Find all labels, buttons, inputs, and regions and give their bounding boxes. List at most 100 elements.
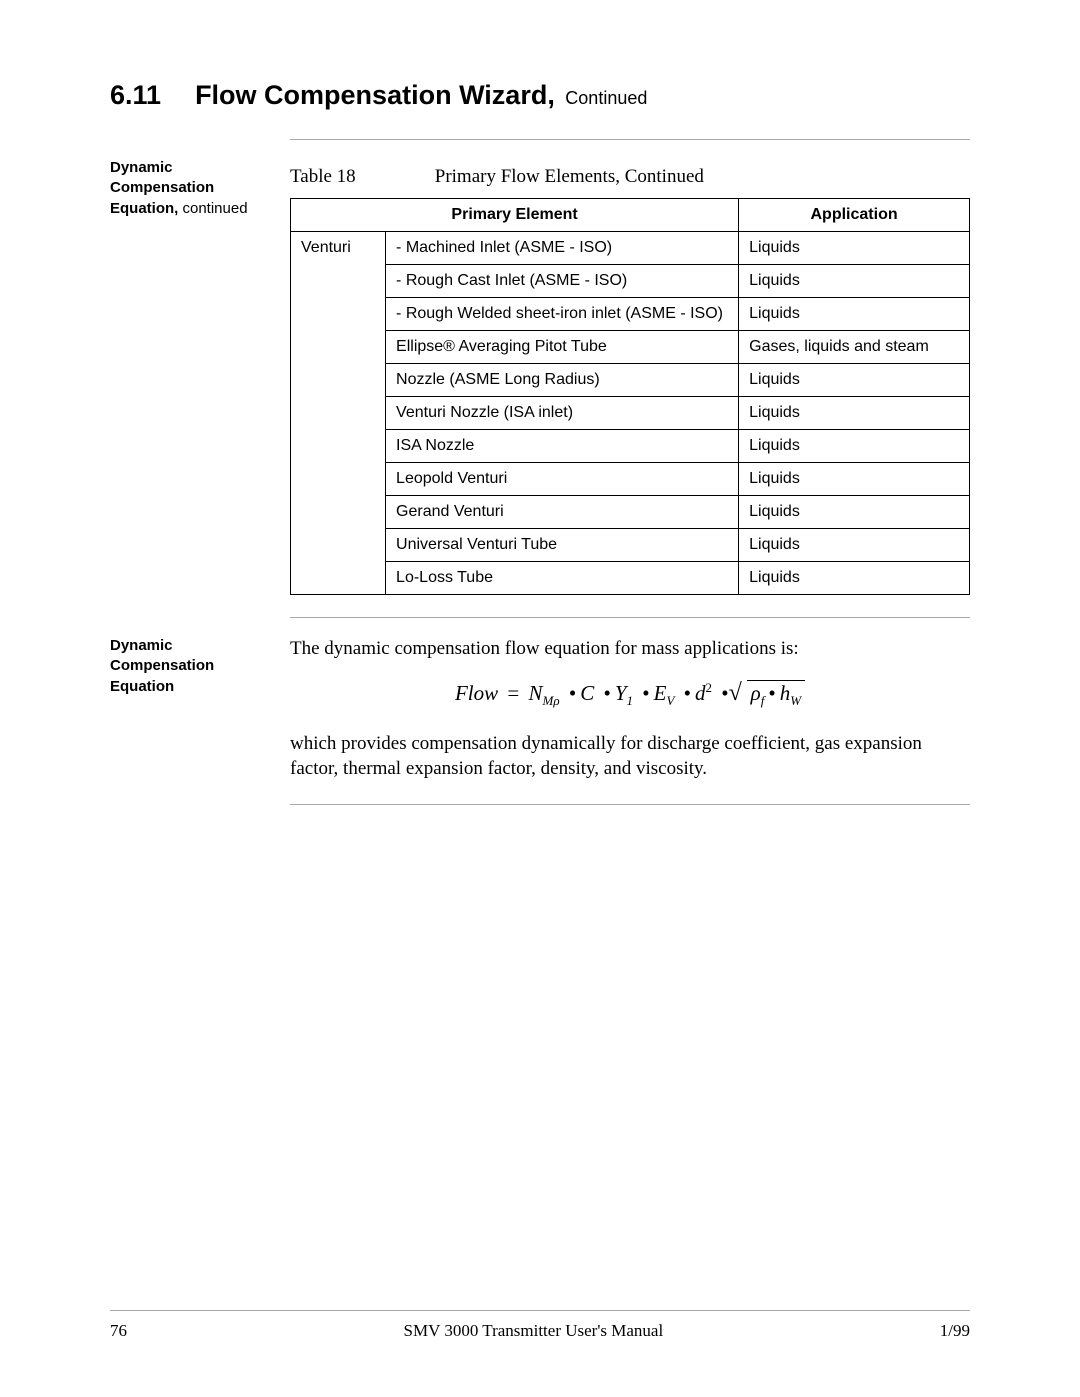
table-cell: Liquids <box>739 265 970 298</box>
eq-term: ρ <box>751 681 761 705</box>
table-header: Primary Element <box>291 199 739 232</box>
table-cell <box>291 430 386 463</box>
table-header: Application <box>739 199 970 232</box>
table-cell: Gases, liquids and steam <box>739 331 970 364</box>
table-row: Ellipse® Averaging Pitot Tube Gases, liq… <box>291 331 970 364</box>
footer-manual-title: SMV 3000 Transmitter User's Manual <box>404 1321 664 1341</box>
section-continued: Continued <box>565 88 647 108</box>
equation-outro: which provides compensation dynamically … <box>290 731 970 782</box>
equation-intro: The dynamic compensation flow equation f… <box>290 636 970 662</box>
eq-sup: 2 <box>706 680 713 695</box>
table-row: Lo-Loss Tube Liquids <box>291 562 970 595</box>
sqrt-icon: √ <box>729 680 742 707</box>
table-row: Gerand Venturi Liquids <box>291 496 970 529</box>
sidebar-line: Dynamic <box>110 637 173 654</box>
sidebar-line: Equation, <box>110 200 178 217</box>
eq-sub: 1 <box>627 693 634 708</box>
table-caption: Table 18 Primary Flow Elements, Continue… <box>290 166 970 188</box>
eq-sub: V <box>666 693 674 708</box>
eq-term: h <box>780 681 791 705</box>
table-cell: Liquids <box>739 232 970 265</box>
table-area: Table 18 Primary Flow Elements, Continue… <box>290 158 970 595</box>
table-cell: Liquids <box>739 529 970 562</box>
table-title: Primary Flow Elements, Continued <box>435 166 704 187</box>
eq-equals: = <box>498 681 528 705</box>
table-cell: Liquids <box>739 562 970 595</box>
section-title: Flow Compensation Wizard, <box>195 80 555 110</box>
eq-term: Y <box>615 681 627 705</box>
eq-bullet: • <box>638 681 653 705</box>
table-cell: Ellipse® Averaging Pitot Tube <box>386 331 739 364</box>
table-cell <box>291 364 386 397</box>
table-row: Nozzle (ASME Long Radius) Liquids <box>291 364 970 397</box>
eq-bullet: • <box>599 681 614 705</box>
table-cell: Liquids <box>739 463 970 496</box>
eq-sub: Mρ <box>543 693 560 708</box>
section-title-wrap: Flow Compensation Wizard, Continued <box>195 80 647 111</box>
table-cell <box>291 397 386 430</box>
table-cell: Liquids <box>739 364 970 397</box>
table-cell: Venturi <box>291 232 386 265</box>
table-cell: Venturi Nozzle (ISA inlet) <box>386 397 739 430</box>
table-cell <box>291 265 386 298</box>
table-cell: Universal Venturi Tube <box>386 529 739 562</box>
table-cell <box>291 463 386 496</box>
table-row: Venturi Nozzle (ISA inlet) Liquids <box>291 397 970 430</box>
table-cell: - Machined Inlet (ASME - ISO) <box>386 232 739 265</box>
sidebar-line: Dynamic <box>110 159 173 176</box>
sidebar-continued: continued <box>178 200 247 217</box>
table-row: ISA Nozzle Liquids <box>291 430 970 463</box>
table-header-row: Primary Element Application <box>291 199 970 232</box>
flow-equation: Flow = NMρ •C •Y1 •EV •d2 •√ρf•hW <box>290 680 970 709</box>
rule <box>290 139 970 140</box>
table-cell: Liquids <box>739 298 970 331</box>
sidebar-label: Dynamic Compensation Equation <box>110 636 290 782</box>
eq-bullet: • <box>680 681 695 705</box>
sidebar-label: Dynamic Compensation Equation, continued <box>110 158 290 595</box>
table-cell: Nozzle (ASME Long Radius) <box>386 364 739 397</box>
table-cell: ISA Nozzle <box>386 430 739 463</box>
table-cell: Liquids <box>739 397 970 430</box>
table-cell <box>291 496 386 529</box>
table-number: Table 18 <box>290 166 430 188</box>
table-cell: - Rough Welded sheet-iron inlet (ASME - … <box>386 298 739 331</box>
eq-bullet: • <box>565 681 580 705</box>
table-row: Venturi - Machined Inlet (ASME - ISO) Li… <box>291 232 970 265</box>
table-cell: Lo-Loss Tube <box>386 562 739 595</box>
primary-elements-table: Primary Element Application Venturi - Ma… <box>290 198 970 595</box>
sidebar-line: Compensation <box>110 179 214 196</box>
table-row: Leopold Venturi Liquids <box>291 463 970 496</box>
rule <box>290 804 970 805</box>
section-header: 6.11 Flow Compensation Wizard, Continued <box>110 80 970 111</box>
eq-term: N <box>528 681 542 705</box>
eq-term: Flow <box>455 681 498 705</box>
eq-bullet: • <box>764 681 779 705</box>
page-footer: 76 SMV 3000 Transmitter User's Manual 1/… <box>110 1310 970 1341</box>
table-cell: Liquids <box>739 430 970 463</box>
block-equation: Dynamic Compensation Equation The dynami… <box>110 636 970 782</box>
equation-area: The dynamic compensation flow equation f… <box>290 636 970 782</box>
table-cell <box>291 298 386 331</box>
block-table: Dynamic Compensation Equation, continued… <box>110 158 970 595</box>
eq-term: C <box>580 681 594 705</box>
sidebar-line: Compensation <box>110 657 214 674</box>
page: 6.11 Flow Compensation Wizard, Continued… <box>0 0 1080 1397</box>
eq-sqrt: √ρf•hW <box>733 681 805 709</box>
footer-page-number: 76 <box>110 1321 127 1341</box>
eq-sub: W <box>790 693 801 708</box>
table-cell <box>291 562 386 595</box>
eq-term: d <box>695 681 706 705</box>
section-number: 6.11 <box>110 80 161 111</box>
table-cell: Gerand Venturi <box>386 496 739 529</box>
footer-date: 1/99 <box>940 1321 970 1341</box>
table-row: Universal Venturi Tube Liquids <box>291 529 970 562</box>
table-row: - Rough Cast Inlet (ASME - ISO) Liquids <box>291 265 970 298</box>
rule <box>290 617 970 618</box>
table-cell <box>291 331 386 364</box>
table-cell: - Rough Cast Inlet (ASME - ISO) <box>386 265 739 298</box>
sidebar-line: Equation <box>110 678 174 695</box>
table-row: - Rough Welded sheet-iron inlet (ASME - … <box>291 298 970 331</box>
table-cell <box>291 529 386 562</box>
table-cell: Leopold Venturi <box>386 463 739 496</box>
eq-term: E <box>654 681 667 705</box>
